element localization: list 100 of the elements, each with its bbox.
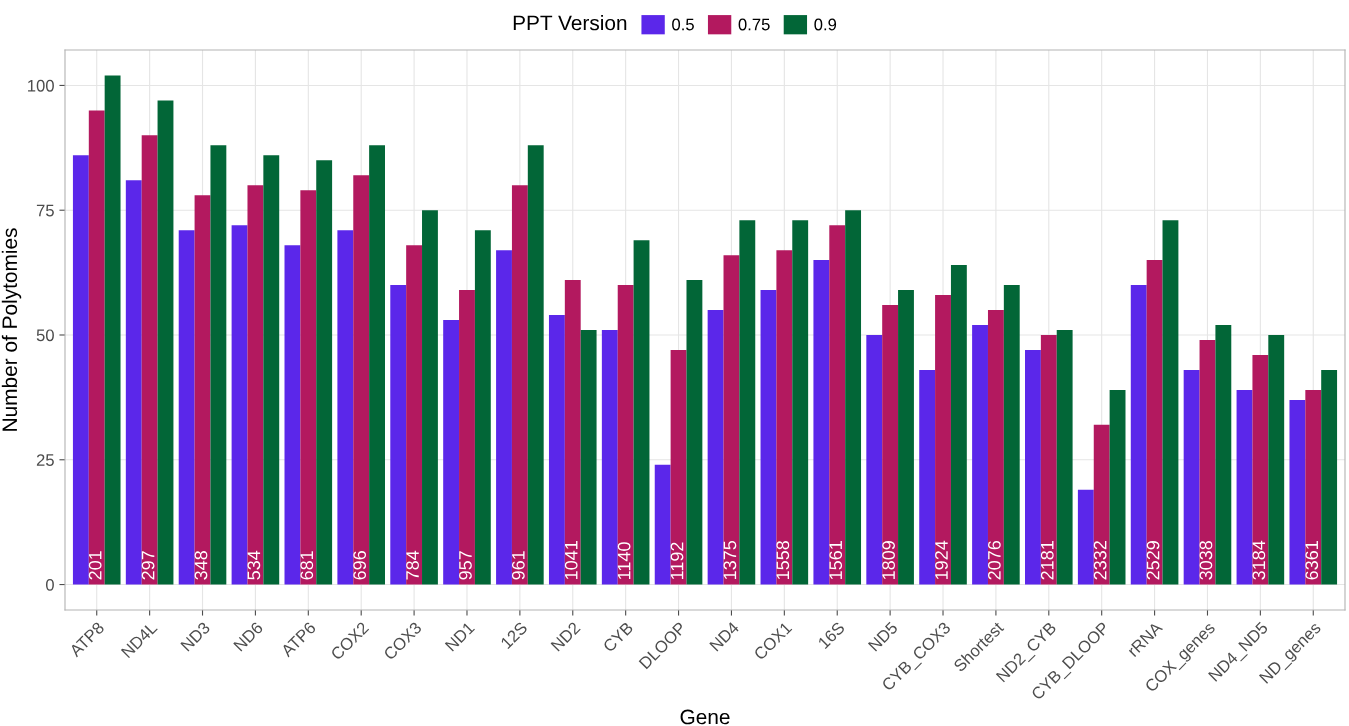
bar <box>474 230 491 585</box>
bar <box>178 230 195 585</box>
bar <box>88 110 105 585</box>
bar <box>1289 399 1306 585</box>
annotation: 1561 <box>829 541 843 579</box>
bar <box>337 230 354 585</box>
bar <box>1183 369 1200 585</box>
bar <box>792 220 809 585</box>
annotation: 957 <box>459 551 472 580</box>
bar <box>866 334 883 585</box>
bar <box>723 255 740 585</box>
bar <box>845 210 862 585</box>
y-tick-label: 0 <box>45 578 54 591</box>
bar <box>300 190 317 585</box>
legend-label: 0.5 <box>672 18 694 31</box>
bar <box>496 250 512 585</box>
annotation: 784 <box>406 550 419 580</box>
bar <box>760 290 777 585</box>
bar <box>1109 389 1126 585</box>
bar <box>1199 339 1216 585</box>
bar <box>739 220 756 585</box>
bar <box>601 330 618 585</box>
bar <box>284 245 301 585</box>
bar <box>210 145 227 585</box>
annotation: 6361 <box>1305 541 1319 580</box>
bar <box>422 210 438 585</box>
annotation: 3038 <box>1199 541 1213 580</box>
bar <box>1236 389 1253 585</box>
bar <box>776 250 793 585</box>
annotation: 681 <box>300 551 314 580</box>
bar <box>263 155 280 585</box>
y-tick-label: 100 <box>28 79 54 92</box>
bar <box>157 100 174 585</box>
annotation: 1924 <box>935 540 948 579</box>
annotation: 2529 <box>1146 541 1160 580</box>
annotation: 348 <box>194 551 208 580</box>
bar <box>247 185 264 585</box>
bar <box>829 225 846 585</box>
bar <box>194 195 211 585</box>
bar <box>1252 354 1269 585</box>
annotation: 1558 <box>776 541 790 579</box>
bar <box>72 155 89 585</box>
bar <box>369 145 385 585</box>
bar <box>1321 369 1338 585</box>
legend-label: 0.75 <box>738 18 770 31</box>
bar <box>987 310 1004 585</box>
bar <box>390 285 407 585</box>
annotation: 2181 <box>1040 541 1054 580</box>
x-tick-label: 12S <box>500 621 528 650</box>
bar <box>104 75 121 585</box>
annotation: 1809 <box>882 541 895 579</box>
y-tick-label: 25 <box>36 454 54 466</box>
bar <box>919 369 936 585</box>
annotation: 1140 <box>617 542 631 579</box>
x-axis-title: Gene <box>680 709 730 725</box>
bar <box>1146 260 1163 585</box>
bar <box>141 135 158 585</box>
y-tick-label: 75 <box>36 204 54 217</box>
bar <box>935 295 951 585</box>
bar <box>686 280 703 585</box>
bar <box>353 175 370 585</box>
annotation: 297 <box>141 551 155 580</box>
bar <box>633 240 650 585</box>
annotation: 2332 <box>1093 541 1107 580</box>
bar <box>548 315 565 585</box>
annotation: 696 <box>353 551 367 580</box>
annotation: 2076 <box>987 541 1001 580</box>
legend-label: 0.9 <box>814 18 837 31</box>
bar <box>670 349 687 585</box>
bar <box>511 185 528 585</box>
annotation: 961 <box>511 551 525 580</box>
bar <box>1003 285 1020 585</box>
bar <box>406 245 423 585</box>
bar <box>443 320 460 585</box>
bar <box>459 290 475 585</box>
annotation: 1192 <box>670 542 684 579</box>
bar <box>617 285 634 585</box>
bar <box>580 330 597 585</box>
x-tick-label: 16S <box>817 621 846 650</box>
bar <box>1040 334 1057 585</box>
bar <box>707 310 724 585</box>
annotation: 1375 <box>723 540 737 579</box>
legend-title: PPT Version <box>513 15 627 31</box>
bar <box>654 464 671 585</box>
bar <box>1130 285 1147 585</box>
bar <box>898 290 914 585</box>
bar <box>125 180 142 585</box>
bar <box>1162 220 1179 585</box>
y-axis-title: Number of Polytomies <box>1 228 22 431</box>
bar <box>1305 389 1322 585</box>
bar <box>813 260 830 585</box>
annotation: 534 <box>247 550 261 580</box>
annotation: 201 <box>88 551 102 580</box>
bar <box>231 225 248 585</box>
bar <box>1093 424 1110 585</box>
bar <box>564 280 581 585</box>
annotation: 3184 <box>1252 540 1266 580</box>
annotation: 1041 <box>564 541 578 579</box>
y-tick-label: 50 <box>36 329 54 342</box>
bar <box>1215 325 1232 585</box>
